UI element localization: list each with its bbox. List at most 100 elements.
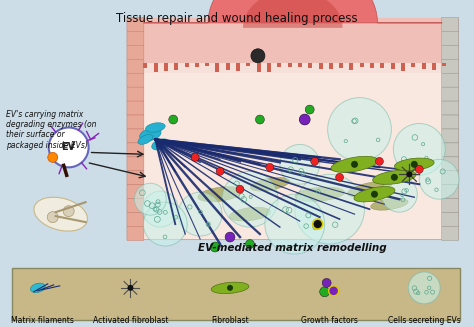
Bar: [246, 63, 250, 66]
FancyBboxPatch shape: [127, 185, 144, 199]
Text: EV: EV: [62, 143, 76, 152]
Circle shape: [313, 219, 323, 229]
FancyBboxPatch shape: [127, 31, 144, 45]
Circle shape: [227, 285, 233, 291]
Bar: [236, 63, 240, 71]
Circle shape: [319, 287, 329, 297]
FancyBboxPatch shape: [442, 17, 459, 31]
FancyBboxPatch shape: [442, 115, 459, 129]
Bar: [143, 18, 442, 63]
Circle shape: [251, 49, 265, 63]
Circle shape: [375, 157, 383, 165]
FancyBboxPatch shape: [442, 59, 459, 73]
Circle shape: [48, 152, 58, 162]
Circle shape: [128, 285, 133, 291]
FancyBboxPatch shape: [127, 73, 144, 87]
Ellipse shape: [354, 186, 395, 202]
Circle shape: [415, 165, 423, 173]
Text: EV-mediated matrix remodelling: EV-mediated matrix remodelling: [199, 243, 387, 253]
Bar: [370, 63, 374, 68]
Ellipse shape: [138, 134, 153, 145]
Circle shape: [382, 176, 417, 212]
Bar: [164, 63, 168, 71]
Bar: [195, 63, 199, 67]
Text: Matrix filaments: Matrix filaments: [11, 316, 74, 325]
Circle shape: [322, 278, 331, 287]
Bar: [277, 63, 281, 67]
Ellipse shape: [250, 178, 290, 191]
Bar: [349, 63, 354, 70]
Circle shape: [222, 171, 278, 227]
Circle shape: [391, 174, 398, 181]
Bar: [267, 63, 271, 72]
FancyBboxPatch shape: [442, 87, 459, 101]
Bar: [380, 63, 384, 68]
FancyBboxPatch shape: [442, 143, 459, 157]
Circle shape: [406, 171, 412, 177]
Circle shape: [299, 114, 310, 125]
Bar: [288, 63, 292, 67]
FancyBboxPatch shape: [442, 185, 459, 199]
Circle shape: [169, 115, 178, 124]
Bar: [226, 63, 230, 70]
FancyBboxPatch shape: [127, 213, 144, 227]
Circle shape: [280, 145, 319, 184]
Circle shape: [47, 212, 58, 223]
FancyBboxPatch shape: [442, 157, 459, 171]
Polygon shape: [143, 0, 442, 23]
FancyBboxPatch shape: [127, 17, 144, 31]
Bar: [128, 18, 458, 239]
FancyBboxPatch shape: [442, 45, 459, 59]
FancyBboxPatch shape: [442, 171, 459, 185]
FancyBboxPatch shape: [127, 87, 144, 101]
Ellipse shape: [394, 158, 434, 171]
Ellipse shape: [152, 139, 169, 150]
Bar: [143, 73, 442, 239]
FancyBboxPatch shape: [127, 199, 144, 213]
Ellipse shape: [198, 187, 242, 202]
FancyBboxPatch shape: [127, 45, 144, 59]
FancyBboxPatch shape: [442, 199, 459, 213]
FancyBboxPatch shape: [127, 129, 144, 143]
Circle shape: [411, 161, 418, 168]
Text: Fibroblast: Fibroblast: [211, 316, 249, 325]
Bar: [298, 63, 302, 67]
Circle shape: [351, 161, 358, 168]
Circle shape: [305, 105, 314, 114]
Ellipse shape: [34, 197, 88, 231]
Bar: [442, 63, 446, 66]
FancyBboxPatch shape: [127, 227, 144, 241]
FancyBboxPatch shape: [127, 115, 144, 129]
Polygon shape: [243, 0, 343, 28]
Bar: [308, 63, 312, 68]
FancyBboxPatch shape: [442, 213, 459, 227]
Bar: [411, 63, 415, 67]
Circle shape: [265, 194, 325, 254]
Bar: [257, 63, 261, 73]
Circle shape: [328, 286, 338, 296]
Circle shape: [210, 242, 220, 252]
Ellipse shape: [140, 128, 161, 141]
Bar: [339, 63, 343, 68]
Bar: [432, 63, 436, 70]
Ellipse shape: [331, 156, 378, 172]
Text: Activated fibroblast: Activated fibroblast: [93, 316, 168, 325]
FancyBboxPatch shape: [442, 73, 459, 87]
FancyBboxPatch shape: [442, 227, 459, 241]
Circle shape: [336, 173, 344, 181]
FancyBboxPatch shape: [127, 101, 144, 115]
Circle shape: [328, 98, 392, 161]
Bar: [216, 63, 219, 72]
Bar: [174, 63, 178, 70]
Circle shape: [236, 185, 244, 193]
Text: Tissue repair and wound healing process: Tissue repair and wound healing process: [116, 12, 358, 25]
Circle shape: [49, 128, 89, 167]
FancyBboxPatch shape: [127, 143, 144, 157]
Circle shape: [255, 115, 264, 124]
Circle shape: [295, 174, 365, 244]
Circle shape: [371, 191, 378, 198]
Circle shape: [246, 240, 255, 249]
FancyBboxPatch shape: [442, 31, 459, 45]
Bar: [143, 63, 147, 68]
Ellipse shape: [347, 181, 392, 197]
